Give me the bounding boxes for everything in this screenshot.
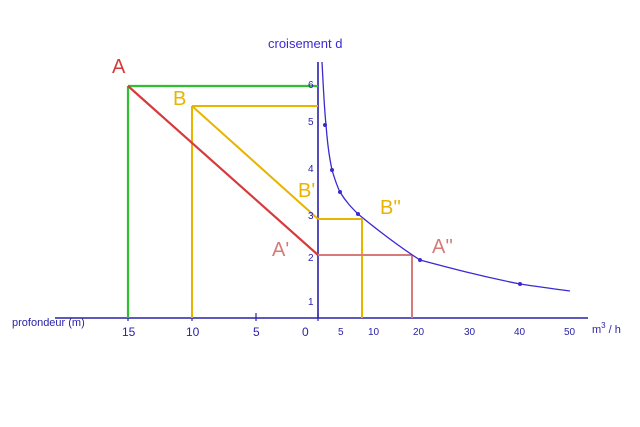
point-label-a-prime: A' <box>272 239 289 261</box>
x-tick-label: 10 <box>368 327 380 338</box>
x-axis-title-right: m3 / h <box>592 321 621 336</box>
x-tick-label: 5 <box>338 327 344 338</box>
x-tick-label: 5 <box>253 325 260 339</box>
x-tick-label: 20 <box>413 327 425 338</box>
point-label-b-second: B'' <box>380 197 401 219</box>
point-label-b: B <box>173 88 186 110</box>
y-tick-label: 4 <box>308 164 314 175</box>
y-tick-label: 1 <box>308 297 314 308</box>
y-tick-label: 6 <box>308 80 314 91</box>
x-tick-label: 30 <box>464 327 476 338</box>
curve-point <box>323 123 327 127</box>
croisement-curve <box>321 61 571 292</box>
curve-point <box>518 282 522 286</box>
x-tick-label: 15 <box>122 325 136 339</box>
x-axis-title-left: profondeur (m) <box>12 317 85 329</box>
curve-point <box>338 190 342 194</box>
unit-tail: / h <box>606 324 621 336</box>
unit-sup: 3 <box>601 321 606 330</box>
y-tick-label: 5 <box>308 117 314 128</box>
x-tick-label: 0 <box>302 325 309 339</box>
x-tick-label: 50 <box>564 327 576 338</box>
x-tick-label: 40 <box>514 327 526 338</box>
x-tick-label: 10 <box>186 325 200 339</box>
curve-point <box>418 258 422 262</box>
chart-title: croisement d <box>268 36 342 51</box>
y-tick-label: 2 <box>308 253 314 264</box>
curve-point <box>330 168 334 172</box>
b-diagonal <box>191 105 319 220</box>
point-label-a-second: A'' <box>432 236 453 258</box>
a-diagonal <box>127 85 319 256</box>
point-label-b-prime: B' <box>298 180 315 202</box>
y-tick-label: 3 <box>308 211 314 222</box>
unit-m: m <box>592 324 601 336</box>
curve-point <box>356 212 360 216</box>
point-label-a: A <box>112 56 126 78</box>
